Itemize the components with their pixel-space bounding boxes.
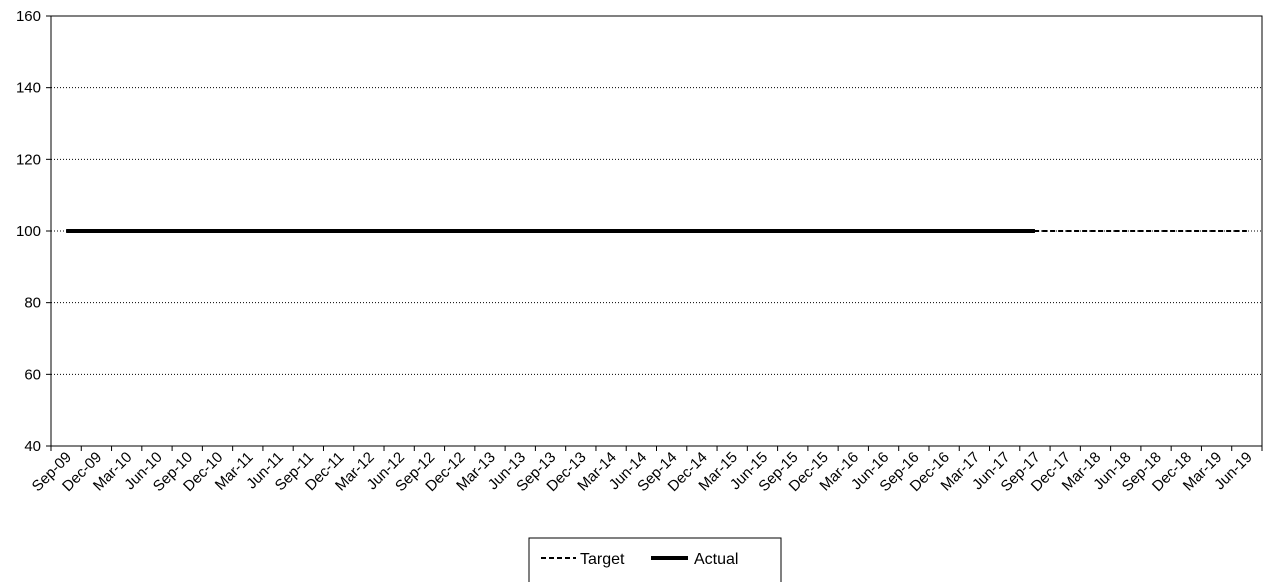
x-axis-tick-labels: Sep-09Dec-09Mar-10Jun-10Sep-10Dec-10Mar-…: [29, 446, 1263, 495]
y-tick-label: 120: [16, 151, 41, 168]
legend: Target Actual: [528, 537, 782, 582]
y-tick-label: 80: [24, 295, 41, 312]
y-tick-label: 140: [16, 80, 41, 97]
y-axis-tick-labels: 40 60 80 100 120 140 160: [16, 8, 51, 455]
y-tick-label: 100: [16, 223, 41, 240]
legend-actual-label: Actual: [694, 551, 738, 568]
y-tick-label: 160: [16, 8, 41, 25]
y-tick-label: 60: [24, 366, 41, 383]
y-tick-label: 40: [24, 438, 41, 455]
legend-target-label: Target: [580, 551, 625, 568]
